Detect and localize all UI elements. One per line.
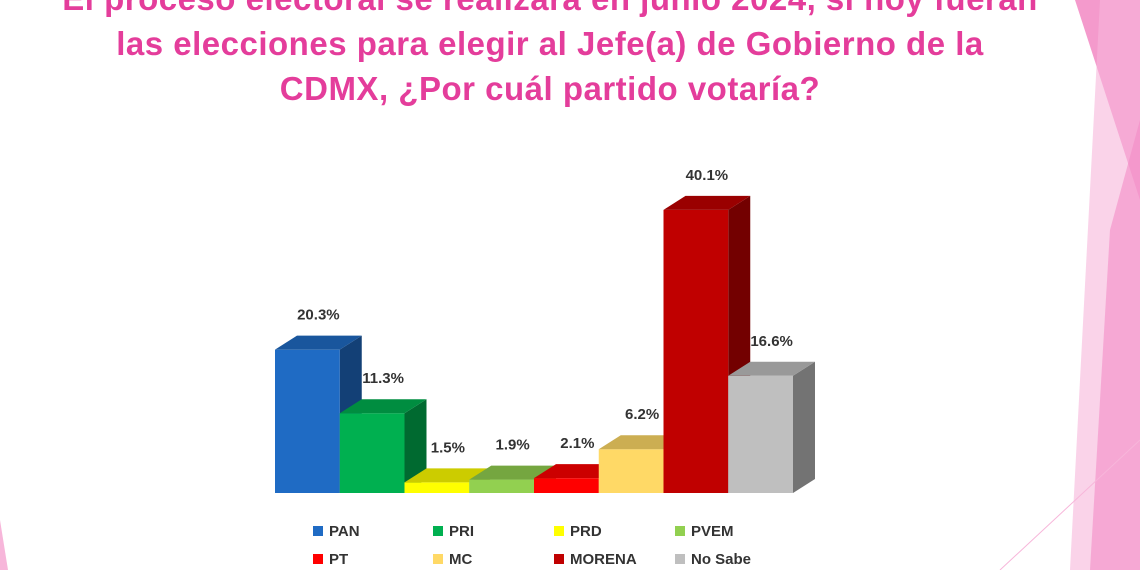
legend-swatch bbox=[675, 526, 685, 536]
bar bbox=[339, 413, 405, 493]
data-label: 40.1% bbox=[686, 167, 729, 184]
bar bbox=[598, 449, 664, 493]
bar bbox=[728, 375, 793, 493]
decoration bbox=[999, 439, 1140, 570]
legend-label: PVEM bbox=[691, 523, 734, 540]
data-label: 1.5% bbox=[431, 439, 465, 456]
legend-label: MORENA bbox=[570, 551, 637, 568]
legend-swatch bbox=[554, 554, 564, 564]
decoration bbox=[1090, 120, 1140, 570]
data-label: 16.6% bbox=[750, 333, 793, 350]
chart-title: El proceso electoral se realizará en jun… bbox=[62, 0, 1037, 107]
data-label: 6.2% bbox=[625, 406, 659, 423]
legend-label: MC bbox=[449, 551, 472, 568]
data-label: 20.3% bbox=[297, 307, 340, 324]
bar-top bbox=[663, 195, 751, 210]
legend-swatch bbox=[313, 554, 323, 564]
bar-top bbox=[404, 468, 492, 483]
bar bbox=[275, 349, 340, 493]
bar-top bbox=[339, 399, 427, 414]
legend-swatch bbox=[554, 526, 564, 536]
decoration bbox=[0, 520, 8, 570]
legend-swatch bbox=[675, 554, 685, 564]
legend-swatch bbox=[433, 554, 443, 564]
bar bbox=[534, 478, 599, 493]
bar-top bbox=[728, 361, 815, 376]
bar bbox=[469, 479, 534, 493]
bar bbox=[663, 209, 729, 494]
legend-swatch bbox=[433, 526, 443, 536]
legend-label: PRI bbox=[449, 523, 474, 540]
legend-label: PRD bbox=[570, 523, 602, 540]
bar bbox=[404, 482, 470, 493]
bar-side bbox=[793, 361, 815, 493]
bar-side bbox=[404, 399, 427, 493]
legend-label: PAN bbox=[329, 523, 360, 540]
data-label: 11.3% bbox=[362, 370, 404, 387]
legend-swatch bbox=[313, 526, 323, 536]
legend-label: PT bbox=[329, 551, 348, 568]
bar-top bbox=[275, 335, 362, 350]
legend-label: No Sabe bbox=[691, 551, 751, 568]
data-label: 1.9% bbox=[496, 437, 530, 454]
bar-top bbox=[469, 465, 556, 480]
data-label: 2.1% bbox=[560, 435, 594, 452]
